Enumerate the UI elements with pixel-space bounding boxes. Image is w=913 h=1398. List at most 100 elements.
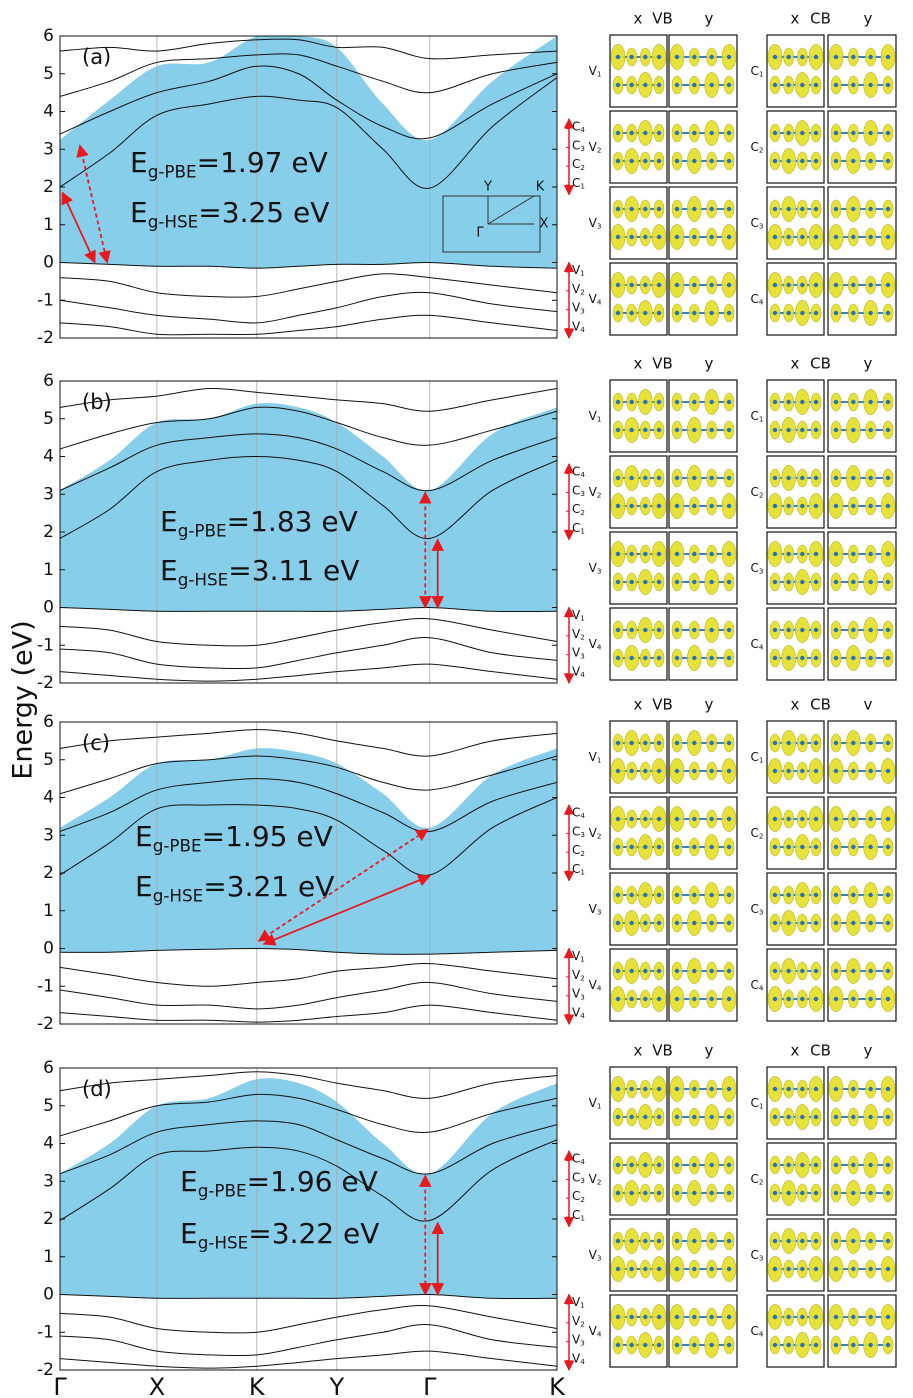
atom: [692, 1086, 697, 1092]
atom: [772, 399, 778, 405]
atom: [674, 996, 680, 1002]
atom: [674, 579, 680, 585]
orbital-state-label: V1: [589, 409, 602, 424]
state-label-part: V: [572, 1351, 581, 1365]
orbital-state-label-part: 4: [759, 984, 764, 993]
atom: [643, 234, 648, 240]
orbital-state-label-part: C: [751, 750, 759, 764]
state-label-part: 2: [580, 508, 585, 517]
atom: [629, 234, 634, 240]
state-label: V1: [572, 262, 585, 277]
y-tick-label: 2: [43, 863, 54, 883]
band-line: [60, 1004, 557, 1023]
orbital-state-label: C3: [751, 216, 764, 231]
atom: [674, 1114, 680, 1120]
atom: [833, 551, 839, 557]
atom: [813, 1238, 819, 1244]
y-tick-label: -2: [37, 1014, 54, 1034]
gap-label-part: g-PBE: [178, 520, 227, 540]
atom: [851, 282, 856, 288]
band-line: [60, 1120, 557, 1175]
bz-label: Γ: [476, 226, 484, 241]
state-label: V2: [572, 967, 585, 982]
atom: [813, 844, 819, 850]
atom: [772, 740, 778, 746]
orbital-state-label-part: 1: [759, 70, 764, 79]
atom: [643, 310, 648, 316]
orbital-state-label: V1: [589, 64, 602, 79]
atom: [813, 1086, 819, 1092]
atom: [674, 427, 680, 433]
atom: [726, 1086, 732, 1092]
atom: [615, 816, 621, 822]
orbital-header: y: [705, 696, 714, 714]
atom: [656, 427, 662, 433]
atom: [615, 1114, 621, 1120]
orbital-image: [668, 607, 738, 681]
atom: [813, 427, 819, 433]
orbital-state-label: V3: [589, 1248, 602, 1263]
y-tick-label: 0: [43, 253, 54, 273]
atom: [813, 206, 819, 212]
atom: [786, 130, 791, 136]
panel-label: (a): [82, 45, 111, 69]
atom: [615, 892, 621, 898]
atom: [851, 579, 856, 585]
atom: [800, 1266, 805, 1272]
band-line: [60, 778, 557, 832]
atom: [786, 1086, 791, 1092]
atom: [800, 996, 805, 1002]
atom: [656, 816, 662, 822]
atom: [692, 1238, 697, 1244]
atom: [709, 1238, 714, 1244]
state-label: C2: [572, 843, 585, 858]
gap-label-part: g-HSE: [198, 1232, 249, 1252]
atom: [813, 158, 819, 164]
orbital-state-label: V2: [589, 826, 602, 841]
orbital-image: [827, 379, 897, 453]
atom: [851, 1114, 856, 1120]
atom: [656, 158, 662, 164]
atom: [868, 282, 873, 288]
y-tick-label: -1: [37, 635, 54, 655]
orbital-state-label: C3: [751, 902, 764, 917]
state-label-part: 2: [580, 287, 585, 296]
band-line: [60, 1350, 557, 1369]
orbital-state-label-part: 1: [759, 415, 764, 424]
state-label-part: C: [572, 1189, 580, 1203]
state-label: V1: [572, 1294, 585, 1309]
orbital-state-label: V2: [589, 1172, 602, 1187]
atom: [692, 968, 697, 974]
state-label-part: 3: [580, 830, 585, 839]
atom: [615, 996, 621, 1002]
state-label-part: 1: [580, 269, 585, 278]
band-line: [60, 729, 557, 757]
atom: [772, 158, 778, 164]
atom: [772, 427, 778, 433]
state-label-part: 3: [580, 992, 585, 1001]
atom: [629, 206, 634, 212]
state-label: C4: [572, 119, 585, 134]
state-label-part: 3: [580, 651, 585, 660]
atom: [786, 1314, 791, 1320]
atom: [833, 1314, 839, 1320]
orbital-state-label: V4: [589, 978, 602, 993]
atom: [726, 475, 732, 481]
atom: [772, 54, 778, 60]
atom: [772, 1314, 778, 1320]
atom: [868, 996, 873, 1002]
atom: [709, 1162, 714, 1168]
y-tick-label: 4: [43, 102, 54, 122]
atom: [800, 579, 805, 585]
atom: [615, 768, 621, 774]
atom: [709, 130, 714, 136]
atom: [833, 282, 839, 288]
state-label: V4: [572, 664, 585, 679]
orbital-state-label: V3: [589, 561, 602, 576]
atom: [643, 1314, 648, 1320]
atom: [643, 427, 648, 433]
atom: [813, 655, 819, 661]
atom: [868, 427, 873, 433]
atom: [692, 475, 697, 481]
atom: [851, 475, 856, 481]
